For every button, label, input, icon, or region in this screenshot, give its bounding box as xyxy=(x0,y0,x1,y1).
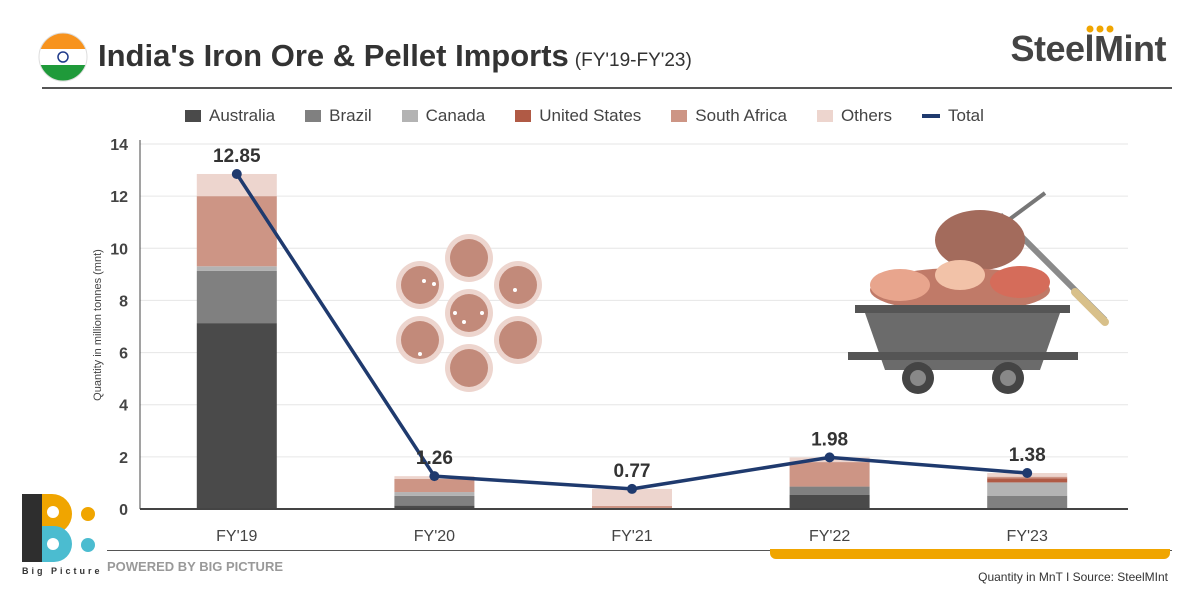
legend-item-canada: Canada xyxy=(401,106,485,126)
total-point xyxy=(1022,468,1033,479)
bar-brazil xyxy=(789,486,870,495)
bar-brazil xyxy=(394,495,475,506)
total-point xyxy=(429,471,440,482)
y-tick-label: 0 xyxy=(119,502,128,519)
bar-others xyxy=(592,488,672,506)
pellets-illustration xyxy=(396,234,542,392)
india-flag-icon xyxy=(38,32,88,82)
bar-south-africa xyxy=(394,479,475,493)
bar-australia xyxy=(789,494,870,509)
bar-australia xyxy=(394,505,475,509)
x-tick-label: FY'22 xyxy=(809,528,850,545)
big-picture-logo-text: Big Picture xyxy=(22,566,103,576)
bar-south-africa xyxy=(592,505,672,509)
x-tick-label: FY'21 xyxy=(611,528,652,545)
source-note: Quantity in MnT I Source: SteelMInt xyxy=(978,570,1168,584)
y-tick-label: 6 xyxy=(119,346,128,363)
legend-item-total: Total xyxy=(921,106,984,126)
bar-others xyxy=(196,173,277,197)
y-tick-label: 4 xyxy=(119,398,128,415)
bar-brazil xyxy=(987,495,1068,509)
total-data-label: 12.85 xyxy=(213,146,261,167)
page-title: India's Iron Ore & Pellet Imports (FY'19-… xyxy=(98,38,692,73)
footer-accent-bar xyxy=(770,549,1170,559)
y-tick-label: 12 xyxy=(110,189,128,206)
y-tick-label: 10 xyxy=(110,241,128,258)
x-tick-label: FY'20 xyxy=(414,528,455,545)
bar-australia xyxy=(196,323,277,509)
footer-divider xyxy=(107,550,1172,551)
bar-canada xyxy=(196,266,277,271)
total-data-label: 1.26 xyxy=(416,448,453,469)
bar-south-africa xyxy=(789,462,870,487)
powered-by-text: POWERED BY BIG PICTURE xyxy=(107,559,284,574)
x-tick-label: FY'23 xyxy=(1007,528,1048,545)
bar-canada xyxy=(394,492,475,496)
legend: Australia Brazil Canada United States So… xyxy=(185,106,984,126)
total-point xyxy=(231,168,242,179)
total-data-label: 1.98 xyxy=(811,429,848,450)
y-tick-label: 8 xyxy=(119,293,128,310)
y-tick-label: 2 xyxy=(119,450,128,467)
y-tick-label: 14 xyxy=(110,137,128,154)
total-point xyxy=(824,452,835,463)
page-subtitle: (FY'19-FY'23) xyxy=(574,50,692,71)
total-data-label: 0.77 xyxy=(614,461,651,482)
total-point xyxy=(627,483,637,494)
y-axis-label: Quantity in million tonnes (mnt) xyxy=(92,249,104,401)
bar-united-states xyxy=(987,478,1068,483)
legend-item-united-states: United States xyxy=(515,106,641,126)
legend-item-south-africa: South Africa xyxy=(671,106,787,126)
legend-item-brazil: Brazil xyxy=(305,106,372,126)
steelmint-logo: SteelMint xyxy=(1010,28,1166,69)
legend-item-australia: Australia xyxy=(185,106,275,126)
big-picture-logo xyxy=(22,494,95,562)
mine-cart-illustration xyxy=(848,191,1109,394)
legend-item-others: Others xyxy=(816,106,892,126)
logo-dots-icon xyxy=(1086,25,1114,33)
header-divider xyxy=(42,87,1172,89)
bar-brazil xyxy=(196,270,277,324)
x-tick-label: FY'19 xyxy=(216,528,257,545)
bar-canada xyxy=(987,482,1068,496)
total-data-label: 1.38 xyxy=(1009,445,1046,466)
bar-south-africa xyxy=(196,196,277,267)
